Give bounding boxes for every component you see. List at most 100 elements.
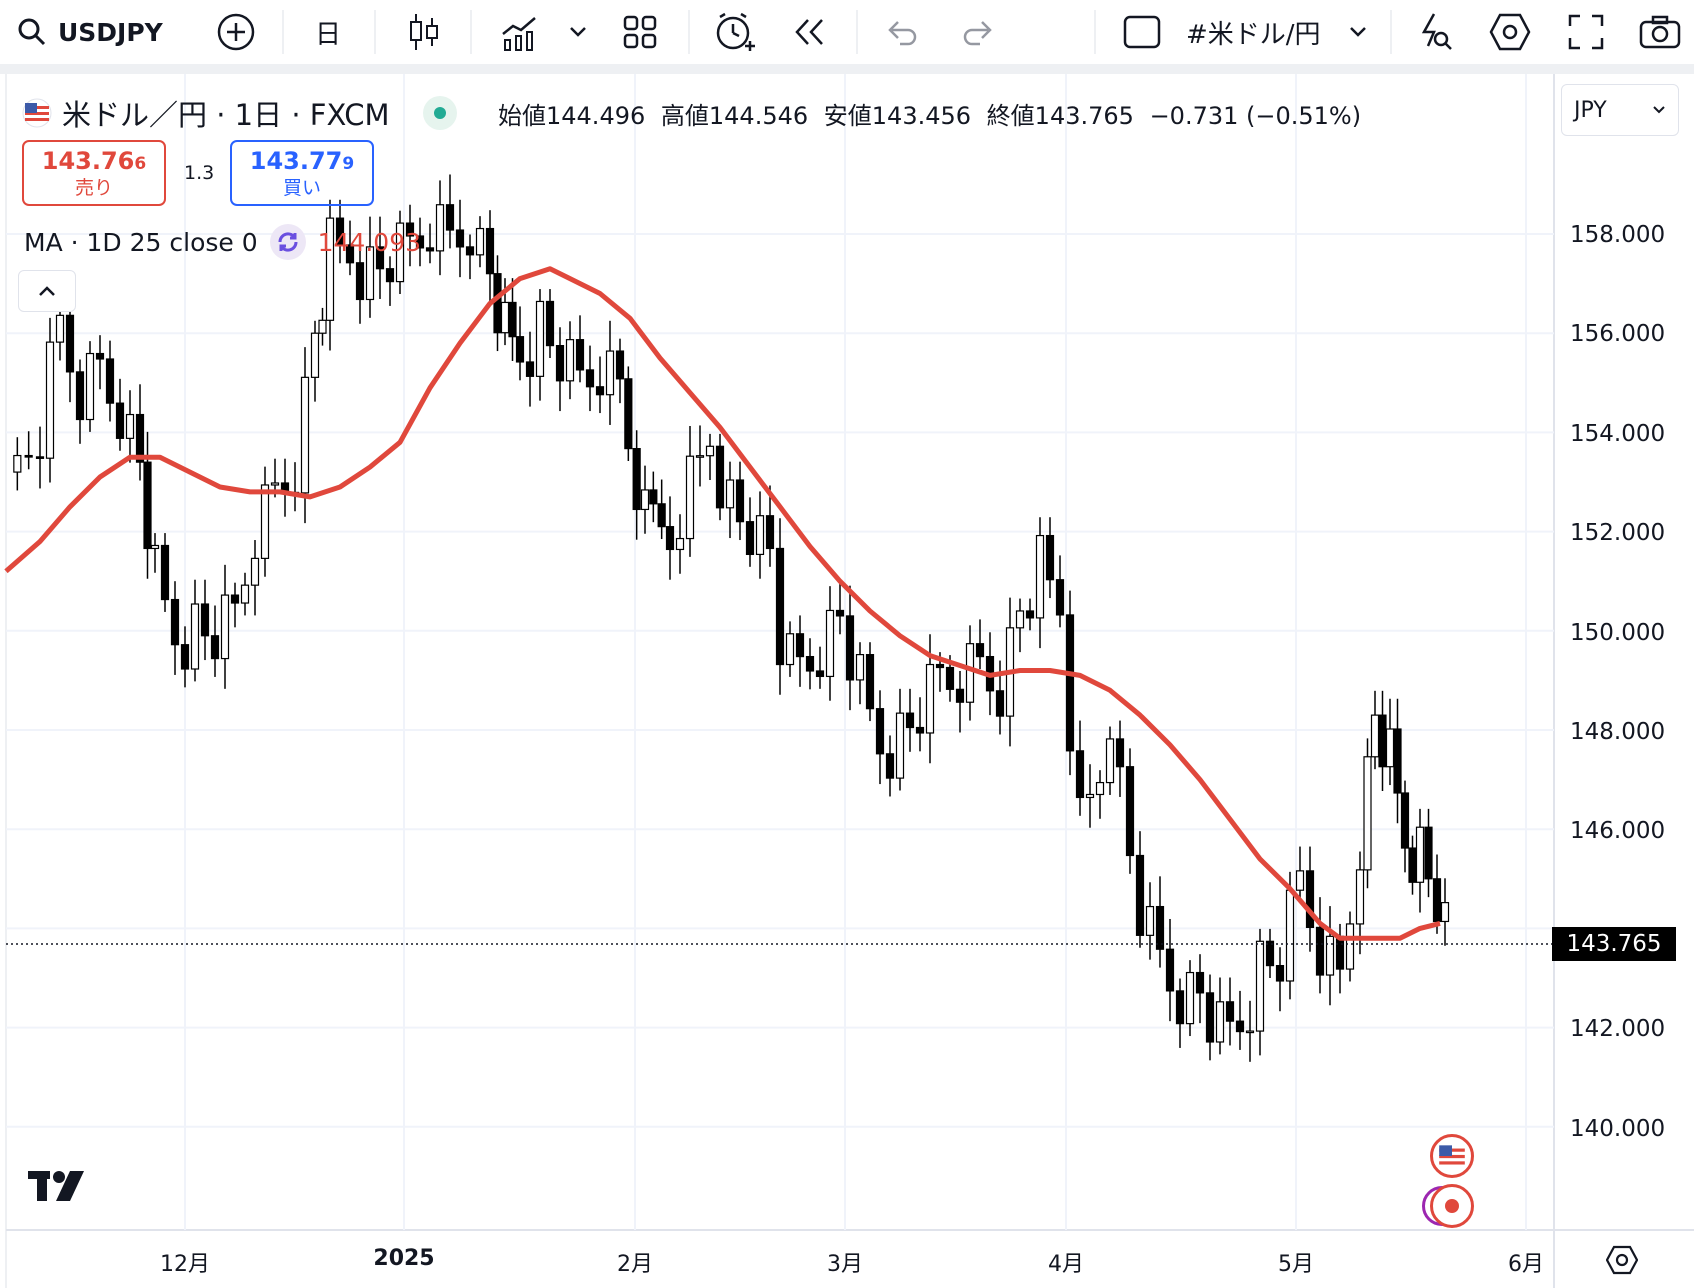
indicators-icon [502, 17, 536, 51]
candle-body [508, 301, 517, 338]
undo-button[interactable] [878, 8, 926, 56]
candle-body [1115, 738, 1125, 768]
candle-body [500, 301, 510, 334]
quick-search-button[interactable] [1410, 8, 1458, 56]
sell-price: 143.766 [41, 146, 147, 175]
symbol-search-button[interactable]: USDJPY [16, 8, 176, 56]
candle-body [1045, 534, 1055, 581]
event-marker-group[interactable] [1422, 1184, 1474, 1228]
indicators-button[interactable] [494, 8, 544, 56]
toolbar-divider [856, 10, 858, 54]
sell-button[interactable]: 143.766 売り [22, 140, 166, 206]
sell-label: 売り [74, 176, 113, 199]
candle-body [1035, 534, 1045, 619]
candle-body [1335, 935, 1345, 970]
candle-body [230, 594, 240, 604]
symbol-title: 米ドル／円 · 1日 · FXCM [62, 98, 390, 132]
currency-select[interactable]: JPY [1561, 84, 1679, 136]
candle-body [85, 352, 95, 421]
candle-body [385, 268, 395, 283]
search-icon [18, 18, 46, 46]
candle-body [905, 712, 915, 729]
candle-body [705, 445, 715, 457]
candle-body [190, 603, 200, 670]
ma-value: 144.093 [317, 227, 422, 257]
replay-button[interactable] [786, 8, 834, 56]
candle-body [1345, 923, 1355, 970]
candle-body [160, 544, 170, 601]
candle-body [525, 361, 535, 377]
toolbar-divider [374, 10, 376, 54]
candle-body [865, 654, 875, 710]
low-value: 143.456 [871, 102, 972, 130]
candle-body [1440, 902, 1450, 923]
candle-body [260, 484, 270, 559]
candle-body [365, 246, 375, 301]
candle-body [795, 633, 805, 658]
buy-button[interactable]: 143.779 買い [230, 140, 374, 206]
candle-body [475, 227, 485, 256]
settings-button[interactable] [1486, 8, 1534, 56]
candle-body [555, 345, 565, 382]
fullscreen-button[interactable] [1562, 8, 1610, 56]
price-axis-label: 156.000 [1570, 321, 1666, 347]
candle-body [325, 217, 335, 321]
candle-body [435, 204, 445, 252]
candle-body [1055, 579, 1065, 616]
toolbar-divider [1390, 10, 1392, 54]
candle-body [755, 515, 765, 556]
candle-body [1378, 714, 1387, 768]
price-chart[interactable] [0, 74, 1694, 1288]
low-label: 安値 [823, 102, 872, 130]
candle-body [545, 300, 555, 347]
candle-body [1393, 728, 1402, 794]
chart-type-button[interactable] [400, 8, 448, 56]
candle-body [605, 350, 615, 396]
price-axis-label: 154.000 [1570, 421, 1666, 447]
time-axis-label: 12月 [160, 1252, 210, 1277]
candle-body [735, 479, 745, 523]
candle-body [895, 712, 905, 779]
alert-button[interactable] [710, 8, 760, 56]
rewind-icon [795, 19, 823, 45]
ma-indicator-legend[interactable]: MA · 1D 25 close 0 144.093 [24, 224, 421, 260]
chevron-down-icon [1653, 106, 1665, 114]
candle-body [825, 609, 835, 678]
us-economic-event-marker[interactable] [1430, 1134, 1474, 1178]
interval-button[interactable]: 日 [304, 8, 352, 56]
candle-body [1175, 990, 1185, 1025]
candle-body [1370, 714, 1380, 758]
candle-body [250, 557, 260, 586]
layout-select-checkbox[interactable] [1118, 8, 1166, 56]
price-axis-label: 150.000 [1570, 620, 1666, 646]
compare-symbol-button[interactable] [212, 8, 260, 56]
candle-body [1085, 793, 1095, 799]
candle-body [845, 615, 855, 681]
last-price-tag: 143.765 [1552, 927, 1676, 961]
interval-label: 日 [314, 19, 341, 50]
candle-body [1095, 781, 1105, 796]
candle-body [13, 454, 22, 473]
price-axis-label: 158.000 [1570, 222, 1666, 248]
indicators-dropdown[interactable] [564, 8, 592, 56]
redo-button[interactable] [954, 8, 1002, 56]
chart-settings-button[interactable] [1604, 1242, 1640, 1278]
symbol-legend[interactable]: 米ドル／円 · 1日 · FXCM [22, 92, 458, 134]
candle-body [318, 319, 327, 334]
watchlist-select[interactable]: #米ドル/円 [1186, 8, 1370, 56]
candle-body [649, 489, 658, 505]
candle-body [1432, 878, 1442, 923]
chevron-down-icon [1349, 27, 1366, 37]
candle-body [1135, 854, 1145, 936]
candle-body [975, 643, 985, 658]
candle-body [65, 314, 75, 373]
time-axis-label: 6月 [1508, 1252, 1544, 1277]
candle-body [565, 339, 575, 382]
collapse-legend-button[interactable] [18, 270, 76, 312]
candle-body [1105, 738, 1115, 784]
screenshot-button[interactable] [1636, 8, 1684, 56]
ma-line [4, 266, 1441, 941]
event-marker-red [1430, 1184, 1474, 1228]
layout-button[interactable] [616, 8, 664, 56]
square-icon [1123, 15, 1161, 49]
